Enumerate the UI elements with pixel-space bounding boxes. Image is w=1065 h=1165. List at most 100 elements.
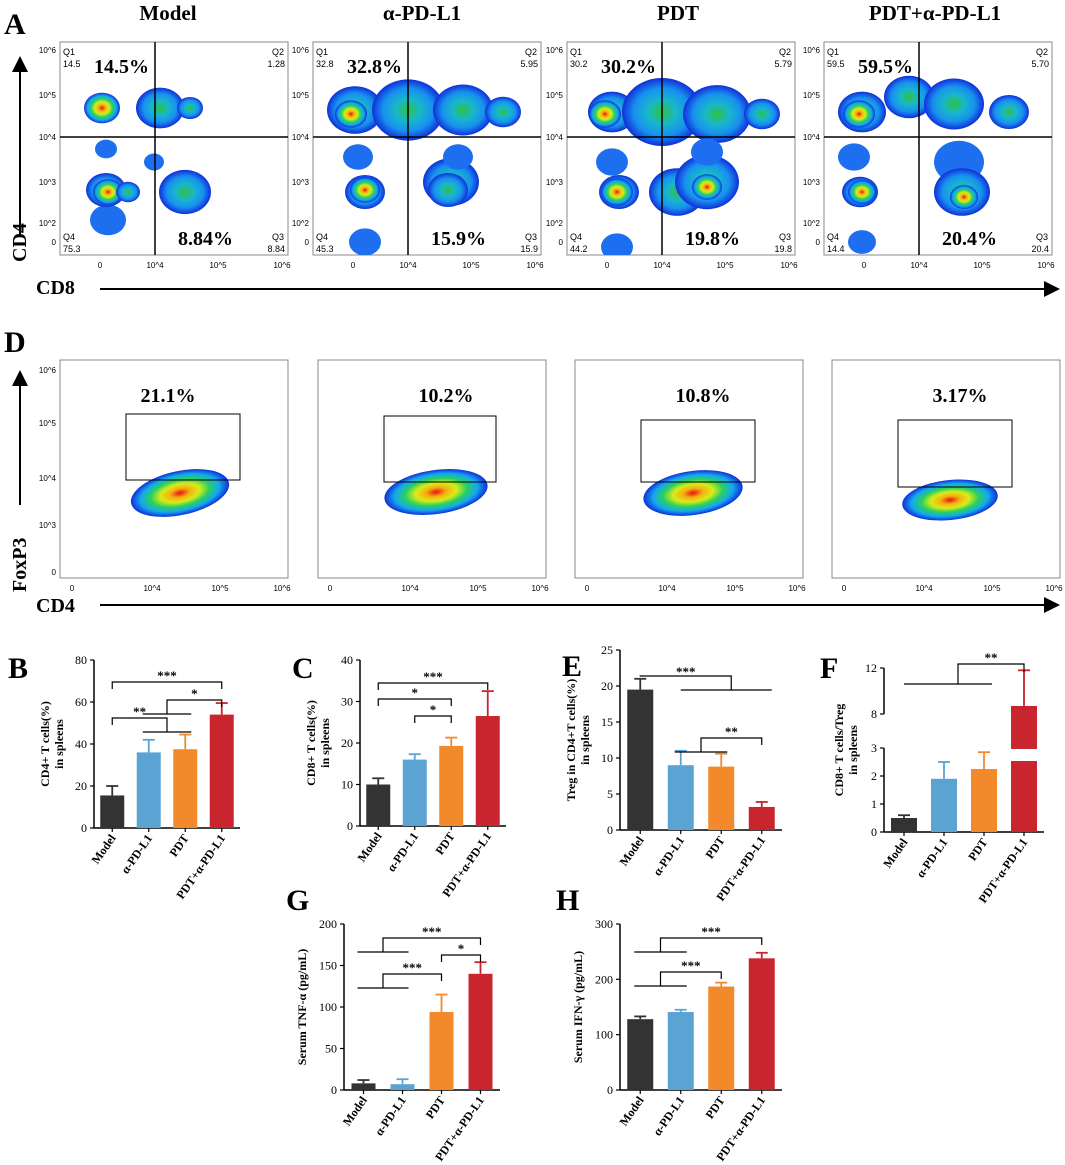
significance-label: *** <box>423 669 443 684</box>
significance-bracket <box>111 717 192 733</box>
density-cloud <box>130 469 230 517</box>
q3-name: Q3 <box>272 232 284 242</box>
y-tick-label: 0 <box>559 238 564 247</box>
q1-name: Q1 <box>827 47 839 57</box>
bar-4 <box>475 716 500 826</box>
y-tick-label: 10 <box>601 751 613 765</box>
density-blob <box>589 100 621 128</box>
density-blob <box>350 177 380 203</box>
bar-4 <box>748 806 775 830</box>
y-tick-label: 10^6 <box>39 46 57 55</box>
bar-2 <box>136 752 161 828</box>
q3-big-percent: 20.4% <box>942 228 997 250</box>
density-cloud <box>902 479 998 521</box>
gate-percent: 21.1% <box>141 385 196 407</box>
x-tick-label: Model <box>616 1093 647 1128</box>
y-tick-label: 0 <box>607 823 613 837</box>
y-tick-label: 200 <box>595 972 613 986</box>
y-tick-label: 200 <box>319 917 337 931</box>
gate-percent: 3.17% <box>933 385 988 407</box>
x-tick-label: 10^5 <box>211 584 229 593</box>
x-tick-label: PDT <box>423 1094 448 1122</box>
x-tick-label: 10^6 <box>788 584 806 593</box>
x-tick-label: 10^5 <box>716 261 734 270</box>
x-tick-label: 10^4 <box>915 584 933 593</box>
y-tick-label: 0 <box>347 819 353 833</box>
y-tick-label: 10^3 <box>803 178 821 187</box>
q2-name: Q2 <box>779 47 791 57</box>
treg-gate <box>897 419 1013 488</box>
density-blob <box>848 180 876 204</box>
y-tick-label: 10^5 <box>292 91 310 100</box>
q2-name: Q2 <box>525 47 537 57</box>
y-tick-label: 2 <box>871 769 877 783</box>
x-tick-label: 0 <box>842 584 847 593</box>
x-tick-label: 10^6 <box>1037 261 1055 270</box>
y-tick-label: 10^3 <box>39 521 57 530</box>
y-tick-label: 40 <box>341 653 353 667</box>
significance-label: *** <box>157 668 177 683</box>
density-blob <box>601 233 633 255</box>
x-tick-label: 10^4 <box>401 584 419 593</box>
y-tick-label: 0 <box>305 238 310 247</box>
q1-big-percent: 32.8% <box>347 56 402 78</box>
x-tick-label: α-PD-L1 <box>384 830 421 875</box>
y-tick-label: 10^3 <box>39 178 57 187</box>
bar-4 <box>748 958 775 1090</box>
bar-1 <box>366 784 391 826</box>
panel-letter-b: B <box>8 652 28 685</box>
x-tick-label: α-PD-L1 <box>650 1094 687 1139</box>
x-tick-label: α-PD-L1 <box>118 832 155 877</box>
flow-plot-a-4: Q1 59.5 Q2 5.70 Q4 14.4 Q3 20.4 59.5% 20.4% 0 10^2 1… <box>803 41 1055 270</box>
y-tick-label: 10^5 <box>39 419 57 428</box>
x-tick-label: 10^4 <box>146 261 164 270</box>
y-tick-label: 10^2 <box>39 219 57 228</box>
q2-value: 5.79 <box>774 59 792 69</box>
q1-value: 32.8 <box>316 59 334 69</box>
bar-1 <box>891 818 917 832</box>
density-blob <box>116 181 140 203</box>
x-tick-label: 10^4 <box>399 261 417 270</box>
significance-label: *** <box>681 958 701 973</box>
panel-letter-d: D <box>4 326 26 359</box>
q4-value: 75.3 <box>63 244 81 254</box>
y-tick-label: 50 <box>325 1042 337 1056</box>
density-blob <box>843 100 875 128</box>
bar-3 <box>708 766 735 830</box>
bar-chart-h: 0 100 200 300 Serum IFN-γ (pg/mL) Model α-PD-L… <box>571 917 782 1164</box>
y-tick-label: 0 <box>816 238 821 247</box>
density-cloud <box>384 469 488 515</box>
y-tick-label: 10^4 <box>292 133 310 142</box>
bar-4 <box>1011 705 1037 832</box>
y-tick-label: 0 <box>331 1083 337 1097</box>
flow-plot-a-3: Q1 30.2 Q2 5.79 Q4 44.2 Q3 19.8 30.2% 19.8% 0 10^2 1… <box>546 41 798 270</box>
bar-1 <box>351 1083 376 1090</box>
significance-label: ** <box>725 724 738 739</box>
density-blob <box>924 78 984 130</box>
density-blob <box>177 96 203 120</box>
y-tick-label: 10^3 <box>292 178 310 187</box>
bar-3 <box>173 749 198 828</box>
density-blob <box>84 92 120 124</box>
significance-label: *** <box>701 924 721 939</box>
x-tick-label: 10^5 <box>209 261 227 270</box>
significance-label: *** <box>422 924 442 939</box>
y-tick-label: 0 <box>52 568 57 577</box>
x-tick-label: 10^6 <box>526 261 544 270</box>
y-axis-label: in spleens <box>318 718 332 768</box>
x-tick-label: 0 <box>70 584 75 593</box>
gate-plot-d-1: 21.1% 0 10^3 10^4 10^5 10^6 0 10^4 10^5 10^6 <box>39 359 291 593</box>
x-label-cd8: CD8 <box>36 277 75 299</box>
density-blob <box>349 228 381 255</box>
y-tick-label: 100 <box>595 1028 613 1042</box>
q1-name: Q1 <box>570 47 582 57</box>
y-label-foxp3: FoxP3 <box>9 538 31 592</box>
density-blob <box>601 178 633 206</box>
significance-bracket <box>634 937 763 953</box>
density-blob <box>95 139 117 159</box>
x-tick-label: 10^5 <box>469 584 487 593</box>
y-tick-label: 0 <box>607 1083 613 1097</box>
